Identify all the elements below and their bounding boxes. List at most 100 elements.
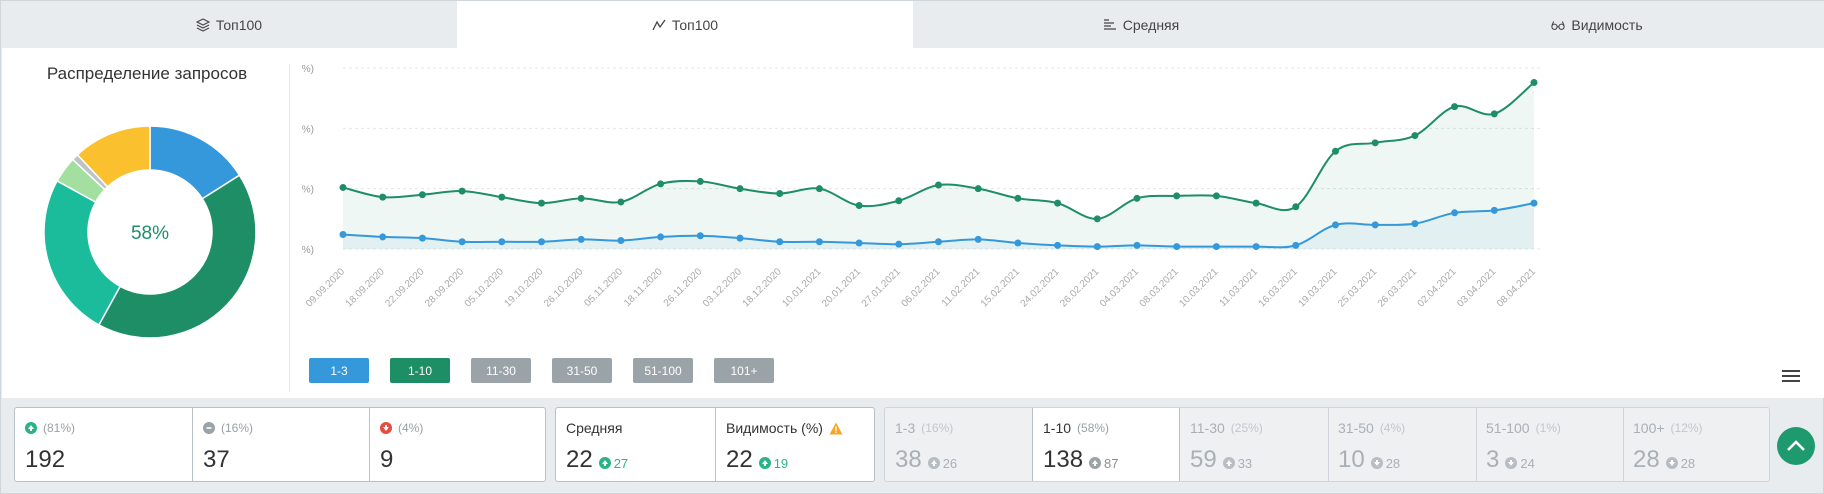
data-point[interactable] [1133, 241, 1141, 249]
chevron-up-icon [1787, 440, 1805, 451]
data-point[interactable] [736, 234, 744, 242]
x-tick-label: 18.11.2020 [622, 266, 665, 309]
data-point[interactable] [895, 240, 903, 248]
data-point[interactable] [1173, 192, 1181, 200]
data-point[interactable] [498, 238, 506, 246]
data-point[interactable] [1252, 199, 1260, 207]
donut-slice-11-30[interactable] [43, 179, 122, 326]
data-point[interactable] [1292, 241, 1300, 249]
data-point[interactable] [458, 238, 466, 246]
donut-slice-1-10[interactable] [97, 174, 257, 339]
data-point[interactable] [974, 235, 982, 243]
x-tick-label: 11.03.2021 [1218, 266, 1261, 309]
data-point[interactable] [1173, 243, 1181, 251]
tab-visibility[interactable]: Видимость [1369, 1, 1824, 48]
tab-top100-trend[interactable]: Топ100 [457, 1, 913, 48]
data-point[interactable] [657, 180, 665, 188]
series-area-1-10 [343, 82, 1534, 249]
range-button-101-plus[interactable]: 101+ [714, 358, 774, 383]
x-tick-label: 18.09.2020 [344, 266, 387, 309]
data-point[interactable] [657, 233, 665, 241]
data-point[interactable] [538, 238, 545, 246]
data-point[interactable] [1212, 192, 1220, 200]
data-point[interactable] [1411, 132, 1419, 140]
data-point[interactable] [617, 237, 625, 245]
data-point[interactable] [696, 177, 704, 185]
range-stat-1-3[interactable]: 1-3 (16%) 38 26 [895, 420, 958, 473]
data-point[interactable] [1292, 203, 1300, 211]
range-button-1-3[interactable]: 1-3 [309, 358, 369, 383]
donut-center-label: 58% [131, 223, 169, 244]
range-button-51-100[interactable]: 51-100 [633, 358, 693, 383]
range-stat-31-50[interactable]: 31-50 (4%) 10 28 [1338, 420, 1406, 473]
data-point[interactable] [1093, 243, 1101, 251]
data-point[interactable] [1530, 78, 1538, 86]
range-button-11-30[interactable]: 11-30 [471, 358, 531, 383]
data-point[interactable] [1212, 243, 1220, 251]
data-point[interactable] [577, 235, 585, 243]
donut-title: Распределение запросов [46, 64, 248, 83]
data-point[interactable] [1451, 209, 1459, 217]
data-point[interactable] [418, 234, 426, 242]
range-stat-100-plus[interactable]: 100+ (12%) 28 28 [1633, 420, 1703, 473]
data-point[interactable] [935, 238, 942, 246]
data-point[interactable] [815, 238, 823, 246]
data-point[interactable] [1133, 194, 1141, 202]
range-button-1-10[interactable]: 1-10 [390, 358, 450, 383]
data-point[interactable] [1332, 221, 1339, 229]
arrow-up-circle-icon [598, 457, 611, 469]
range-button-31-50[interactable]: 31-50 [552, 358, 612, 383]
tab-label: Топ100 [671, 16, 719, 33]
data-point[interactable] [1054, 241, 1062, 249]
data-point[interactable] [855, 202, 863, 210]
data-point[interactable] [1054, 199, 1062, 207]
data-point[interactable] [1014, 239, 1022, 247]
stat-delta: 19 [758, 456, 788, 471]
line-chart: 0 (0%) 50 (21%) 100 (42%) 150 (63%) 09.09.20… [268, 48, 1822, 363]
hamburger-menu-icon[interactable] [1782, 370, 1800, 384]
data-point[interactable] [538, 199, 545, 207]
donut-slice-100+[interactable] [76, 125, 151, 188]
data-point[interactable] [418, 191, 426, 199]
data-point[interactable] [1530, 199, 1538, 207]
tab-top100[interactable]: Топ100 [1, 1, 457, 48]
data-point[interactable] [895, 197, 903, 205]
data-point[interactable] [815, 185, 823, 193]
data-point[interactable] [1014, 194, 1022, 202]
data-point[interactable] [458, 187, 466, 195]
warning-icon[interactable] [829, 422, 843, 435]
data-point[interactable] [1490, 110, 1498, 118]
scroll-up-button[interactable] [1777, 427, 1815, 465]
data-point[interactable] [974, 185, 982, 193]
data-point[interactable] [577, 194, 585, 202]
data-point[interactable] [1451, 103, 1459, 111]
data-point[interactable] [1371, 221, 1379, 229]
x-tick-label: 20.01.2021 [820, 266, 863, 309]
range-stat-51-100[interactable]: 51-100 (1%) 3 24 [1486, 420, 1561, 473]
data-point[interactable] [379, 193, 387, 201]
data-point[interactable] [1371, 139, 1379, 147]
data-point[interactable] [1411, 220, 1419, 228]
arrow-down-circle-icon [1665, 457, 1678, 469]
stat-label: Средняя [566, 420, 623, 436]
data-point[interactable] [696, 232, 704, 240]
data-point[interactable] [776, 238, 784, 246]
data-point[interactable] [339, 231, 347, 239]
tab-average[interactable]: Средняя [913, 1, 1369, 48]
data-point[interactable] [1332, 147, 1339, 155]
data-point[interactable] [1252, 243, 1260, 251]
layers-icon [195, 17, 210, 32]
data-point[interactable] [498, 193, 506, 201]
stat-value: 9 [380, 446, 394, 473]
data-point[interactable] [1490, 206, 1498, 214]
data-point[interactable] [855, 239, 863, 247]
data-point[interactable] [379, 233, 387, 241]
data-point[interactable] [339, 183, 347, 191]
range-stat-11-30[interactable]: 11-30 (25%) 59 33 [1190, 420, 1263, 473]
range-stat-1-10[interactable]: 1-10 (58%) 138 87 [1032, 408, 1180, 481]
data-point[interactable] [736, 185, 744, 193]
data-point[interactable] [1093, 215, 1101, 223]
data-point[interactable] [617, 198, 625, 206]
data-point[interactable] [935, 181, 942, 189]
data-point[interactable] [776, 189, 784, 197]
